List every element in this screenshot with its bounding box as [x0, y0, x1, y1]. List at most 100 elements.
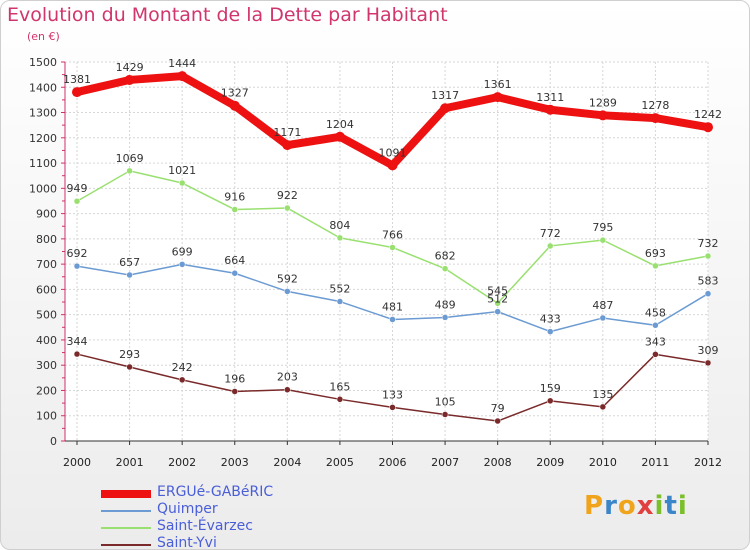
- data-point: [231, 269, 238, 277]
- y-tick-label: 400: [36, 334, 57, 347]
- data-label: 664: [224, 254, 245, 267]
- data-label: 1311: [536, 91, 564, 104]
- x-tick-label: 2006: [379, 456, 407, 469]
- data-label: 512: [487, 293, 508, 306]
- data-label: 133: [382, 388, 403, 401]
- y-tick-label: 0: [50, 435, 57, 448]
- data-point: [73, 350, 81, 358]
- data-label: 1204: [326, 118, 354, 131]
- data-label: 343: [645, 335, 666, 348]
- x-tick-label: 2012: [694, 456, 722, 469]
- data-point: [599, 403, 607, 411]
- x-tick-label: 2000: [63, 456, 91, 469]
- data-point: [334, 131, 345, 142]
- data-point: [547, 397, 554, 405]
- data-label: 1381: [63, 73, 91, 86]
- data-point: [177, 71, 188, 82]
- data-point: [178, 376, 186, 384]
- data-label: 949: [67, 182, 88, 195]
- data-point: [126, 167, 133, 175]
- data-label: 732: [698, 237, 719, 250]
- data-label: 489: [435, 298, 456, 311]
- data-point: [652, 262, 659, 270]
- data-label: 481: [382, 300, 403, 313]
- data-point: [597, 110, 608, 121]
- data-point: [650, 113, 661, 124]
- y-tick-label: 600: [36, 283, 57, 296]
- y-tick-label: 1100: [29, 157, 57, 170]
- data-label: 1289: [589, 96, 617, 109]
- data-point: [178, 261, 186, 268]
- data-point: [231, 206, 238, 213]
- data-point: [441, 314, 449, 321]
- y-tick-label: 500: [36, 309, 57, 322]
- y-tick-label: 800: [36, 233, 57, 246]
- data-label: 1327: [221, 87, 249, 100]
- data-label: 487: [592, 299, 613, 312]
- data-point: [494, 417, 501, 425]
- data-label: 682: [435, 250, 456, 263]
- data-label: 592: [277, 272, 298, 285]
- data-label: 1278: [641, 99, 669, 112]
- logo-letter: i: [654, 491, 665, 521]
- data-label: 1069: [116, 152, 144, 165]
- logo-letter: i: [677, 491, 688, 521]
- data-point: [704, 290, 712, 297]
- y-tick-label: 300: [36, 359, 57, 372]
- y-tick-label: 700: [36, 258, 57, 271]
- data-label: 165: [329, 380, 350, 393]
- data-point: [652, 351, 659, 358]
- data-label: 433: [540, 313, 561, 326]
- x-tick-label: 2009: [536, 456, 564, 469]
- data-label: 692: [67, 247, 88, 260]
- data-label: 196: [224, 372, 245, 385]
- legend-label: Saint-Évarzec: [157, 518, 253, 534]
- data-point: [336, 234, 344, 242]
- data-label: 1429: [116, 61, 144, 74]
- data-point: [494, 300, 501, 307]
- x-tick-label: 2002: [168, 456, 196, 469]
- y-tick-label: 1300: [29, 107, 57, 120]
- data-label: 1317: [431, 89, 459, 102]
- data-point: [126, 271, 133, 279]
- data-point: [231, 388, 238, 395]
- data-point: [440, 103, 451, 114]
- data-point: [547, 328, 554, 335]
- data-point: [494, 308, 501, 315]
- data-point: [441, 265, 449, 272]
- y-tick-label: 100: [36, 410, 57, 423]
- chart-title: Evolution du Montant de la Dette par Hab…: [7, 4, 448, 26]
- data-label: 699: [172, 245, 193, 258]
- data-label: 1361: [484, 78, 512, 91]
- data-point: [284, 204, 291, 212]
- x-tick-label: 2004: [273, 456, 301, 469]
- legend-swatch: [101, 510, 151, 512]
- data-point: [336, 298, 344, 305]
- x-tick-label: 2007: [431, 456, 459, 469]
- data-point: [126, 363, 133, 371]
- data-label: 293: [119, 348, 140, 361]
- data-point: [336, 396, 344, 403]
- data-label: 795: [592, 221, 613, 234]
- proxiti-logo: Proxiti: [584, 491, 688, 521]
- y-tick-label: 200: [36, 384, 57, 397]
- legend-label: Saint-Yvi: [157, 535, 217, 550]
- data-label: 693: [645, 247, 666, 260]
- data-label: 772: [540, 227, 561, 240]
- y-tick-label: 1200: [29, 132, 57, 145]
- data-point: [652, 322, 659, 329]
- data-point: [229, 100, 240, 111]
- y-tick-label: 1500: [29, 56, 57, 69]
- data-point: [73, 262, 81, 270]
- data-label: 309: [698, 344, 719, 357]
- legend-swatch: [101, 544, 151, 546]
- data-point: [492, 92, 503, 103]
- logo-letter: t: [664, 491, 678, 521]
- x-tick-label: 2011: [641, 456, 669, 469]
- data-point: [704, 359, 712, 367]
- data-label: 922: [277, 189, 298, 202]
- data-point: [547, 242, 554, 250]
- chart-unit-label: (en €): [27, 30, 60, 43]
- data-point: [282, 140, 293, 151]
